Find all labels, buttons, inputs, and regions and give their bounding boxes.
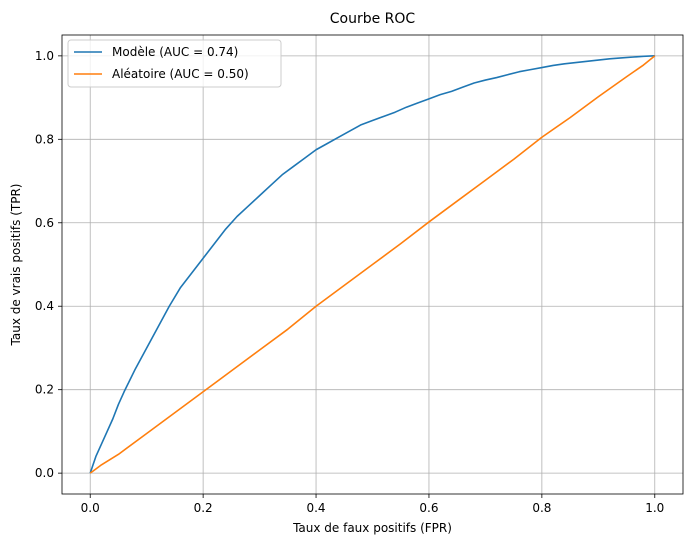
x-axis-label: Taux de faux positifs (FPR) [292, 521, 452, 535]
grid [62, 35, 683, 494]
y-tick-label: 1.0 [35, 49, 54, 63]
legend-label-random: Aléatoire (AUC = 0.50) [112, 67, 249, 81]
model-roc-line [89, 55, 655, 474]
x-tick-label: 0.6 [419, 501, 438, 515]
legend-label-model: Modèle (AUC = 0.74) [112, 45, 238, 59]
legend: Modèle (AUC = 0.74) Aléatoire (AUC = 0.5… [67, 39, 282, 88]
ticks: 0.0 0.2 0.4 0.6 0.8 1.0 0.0 0.2 0.4 0.6 0.8 1.0 [35, 49, 664, 515]
y-tick-label: 0.2 [35, 383, 54, 397]
y-tick-label: 0.4 [35, 299, 54, 313]
random-baseline-line [89, 55, 656, 474]
y-axis-label: Taux de vrais positifs (TPR) [9, 184, 23, 347]
x-tick-label: 1.0 [645, 501, 664, 515]
x-tick-label: 0.0 [81, 501, 100, 515]
x-tick-label: 0.4 [306, 501, 325, 515]
y-tick-label: 0.8 [35, 132, 54, 146]
x-tick-label: 0.2 [194, 501, 213, 515]
plot-frame [61, 34, 684, 495]
y-tick-label: 0.0 [35, 466, 54, 480]
series-layer [89, 55, 656, 474]
y-tick-label: 0.6 [35, 216, 54, 230]
legend-box [67, 39, 282, 88]
x-tick-label: 0.8 [532, 501, 551, 515]
chart-title: Courbe ROC [330, 11, 416, 27]
